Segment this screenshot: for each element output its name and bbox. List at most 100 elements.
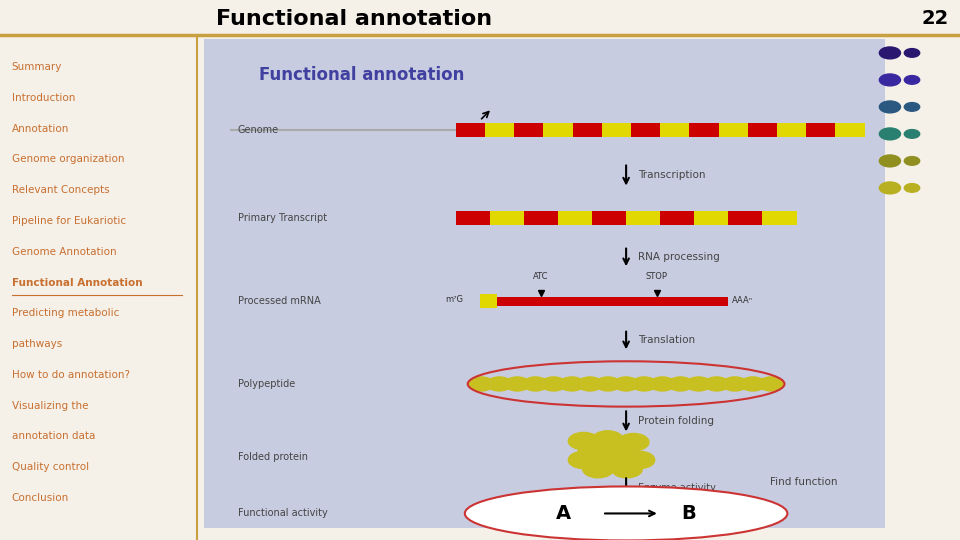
Circle shape xyxy=(505,377,530,391)
Circle shape xyxy=(650,377,675,391)
Text: Genome: Genome xyxy=(238,125,278,136)
Text: Predicting metabolic: Predicting metabolic xyxy=(12,308,119,319)
Circle shape xyxy=(904,184,920,192)
Bar xyxy=(835,124,865,137)
Circle shape xyxy=(904,49,920,57)
Text: How to do annotation?: How to do annotation? xyxy=(12,370,130,380)
Bar xyxy=(631,124,660,137)
Circle shape xyxy=(560,377,585,391)
Bar xyxy=(694,212,729,225)
Bar xyxy=(572,124,602,137)
Circle shape xyxy=(879,74,900,86)
Text: Folded protein: Folded protein xyxy=(238,453,307,462)
Bar xyxy=(729,212,762,225)
Text: Functional annotation: Functional annotation xyxy=(216,9,492,29)
Circle shape xyxy=(568,433,599,450)
Circle shape xyxy=(523,377,548,391)
Circle shape xyxy=(595,377,620,391)
Text: Functional Annotation: Functional Annotation xyxy=(12,278,142,288)
Circle shape xyxy=(740,377,765,391)
Text: Introduction: Introduction xyxy=(12,93,75,103)
Text: Quality control: Quality control xyxy=(12,462,88,472)
Bar xyxy=(626,212,660,225)
Bar xyxy=(660,124,689,137)
Bar xyxy=(602,124,631,137)
Bar xyxy=(480,294,496,308)
Circle shape xyxy=(904,157,920,165)
Circle shape xyxy=(624,451,655,469)
Bar xyxy=(204,39,885,528)
Ellipse shape xyxy=(465,487,787,540)
Text: B: B xyxy=(682,504,696,523)
Text: Annotation: Annotation xyxy=(12,124,69,134)
Text: pathways: pathways xyxy=(12,339,61,349)
Circle shape xyxy=(578,443,609,461)
Circle shape xyxy=(722,377,747,391)
Text: m⁷G: m⁷G xyxy=(445,295,464,305)
Circle shape xyxy=(879,155,900,167)
Text: Protein folding: Protein folding xyxy=(637,416,713,426)
Bar xyxy=(456,124,485,137)
Circle shape xyxy=(632,377,657,391)
Text: ATC: ATC xyxy=(533,272,549,281)
Text: Translation: Translation xyxy=(637,335,695,346)
Circle shape xyxy=(583,461,613,478)
Circle shape xyxy=(468,377,493,391)
Bar xyxy=(777,124,806,137)
Text: annotation data: annotation data xyxy=(12,431,95,442)
Circle shape xyxy=(705,377,730,391)
Bar xyxy=(558,212,592,225)
Bar xyxy=(543,124,572,137)
Text: Genome Annotation: Genome Annotation xyxy=(12,247,116,257)
Circle shape xyxy=(668,377,693,391)
Circle shape xyxy=(758,377,783,391)
Circle shape xyxy=(904,130,920,138)
Text: STOP: STOP xyxy=(646,272,668,281)
Text: Primary Transcript: Primary Transcript xyxy=(238,213,326,223)
Bar xyxy=(490,212,524,225)
Bar xyxy=(592,212,626,225)
Text: Transcription: Transcription xyxy=(637,170,706,180)
Bar xyxy=(689,124,719,137)
Text: Functional annotation: Functional annotation xyxy=(259,66,465,84)
Bar xyxy=(719,124,748,137)
Circle shape xyxy=(618,434,649,451)
Text: Summary: Summary xyxy=(12,62,61,72)
Text: Genome organization: Genome organization xyxy=(12,154,124,165)
Circle shape xyxy=(879,182,900,194)
Circle shape xyxy=(879,47,900,59)
Text: 22: 22 xyxy=(922,9,948,29)
Circle shape xyxy=(568,451,599,469)
Circle shape xyxy=(577,377,602,391)
Text: Polypeptide: Polypeptide xyxy=(238,379,295,389)
Circle shape xyxy=(607,442,637,460)
Circle shape xyxy=(541,377,566,391)
Text: RNA processing: RNA processing xyxy=(637,252,719,262)
Bar xyxy=(515,124,543,137)
Text: AAAⁿ: AAAⁿ xyxy=(732,296,753,305)
Bar xyxy=(748,124,777,137)
Circle shape xyxy=(904,103,920,111)
Text: Visualizing the: Visualizing the xyxy=(12,401,88,411)
Text: Find function: Find function xyxy=(770,477,837,487)
Bar xyxy=(485,124,515,137)
Circle shape xyxy=(879,101,900,113)
Bar xyxy=(456,212,490,225)
Text: Pipeline for Eukariotic: Pipeline for Eukariotic xyxy=(12,216,126,226)
Bar xyxy=(524,212,558,225)
Text: Conclusion: Conclusion xyxy=(12,493,69,503)
Circle shape xyxy=(613,377,638,391)
Circle shape xyxy=(612,461,642,478)
Text: Processed mRNA: Processed mRNA xyxy=(238,296,321,306)
Text: Relevant Concepts: Relevant Concepts xyxy=(12,185,109,195)
Bar xyxy=(496,297,729,306)
Bar xyxy=(806,124,835,137)
Bar xyxy=(660,212,694,225)
Text: A: A xyxy=(556,504,571,523)
Circle shape xyxy=(597,450,628,468)
Bar xyxy=(762,212,797,225)
Circle shape xyxy=(686,377,711,391)
Text: Enzyme activity: Enzyme activity xyxy=(637,483,715,492)
Circle shape xyxy=(592,431,623,448)
Text: Functional activity: Functional activity xyxy=(238,509,327,518)
